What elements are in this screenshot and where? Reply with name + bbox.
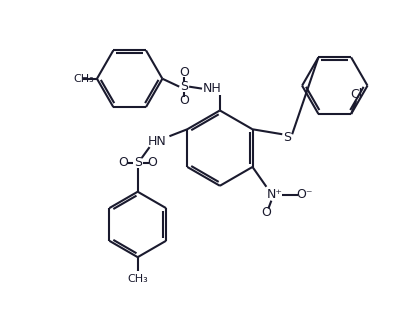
Text: HN: HN: [148, 135, 167, 148]
Text: O: O: [118, 156, 128, 169]
Text: S: S: [134, 156, 142, 169]
Text: O: O: [261, 206, 271, 219]
Text: Cl: Cl: [350, 88, 362, 101]
Text: CH₃: CH₃: [127, 274, 148, 284]
Text: NH: NH: [203, 82, 221, 95]
Text: N⁺: N⁺: [266, 188, 282, 201]
Text: O: O: [147, 156, 157, 169]
Text: O: O: [179, 94, 189, 107]
Text: CH₃: CH₃: [73, 74, 94, 84]
Text: O⁻: O⁻: [296, 188, 312, 201]
Text: O: O: [179, 66, 189, 79]
Text: S: S: [283, 131, 291, 144]
Text: S: S: [180, 80, 188, 93]
